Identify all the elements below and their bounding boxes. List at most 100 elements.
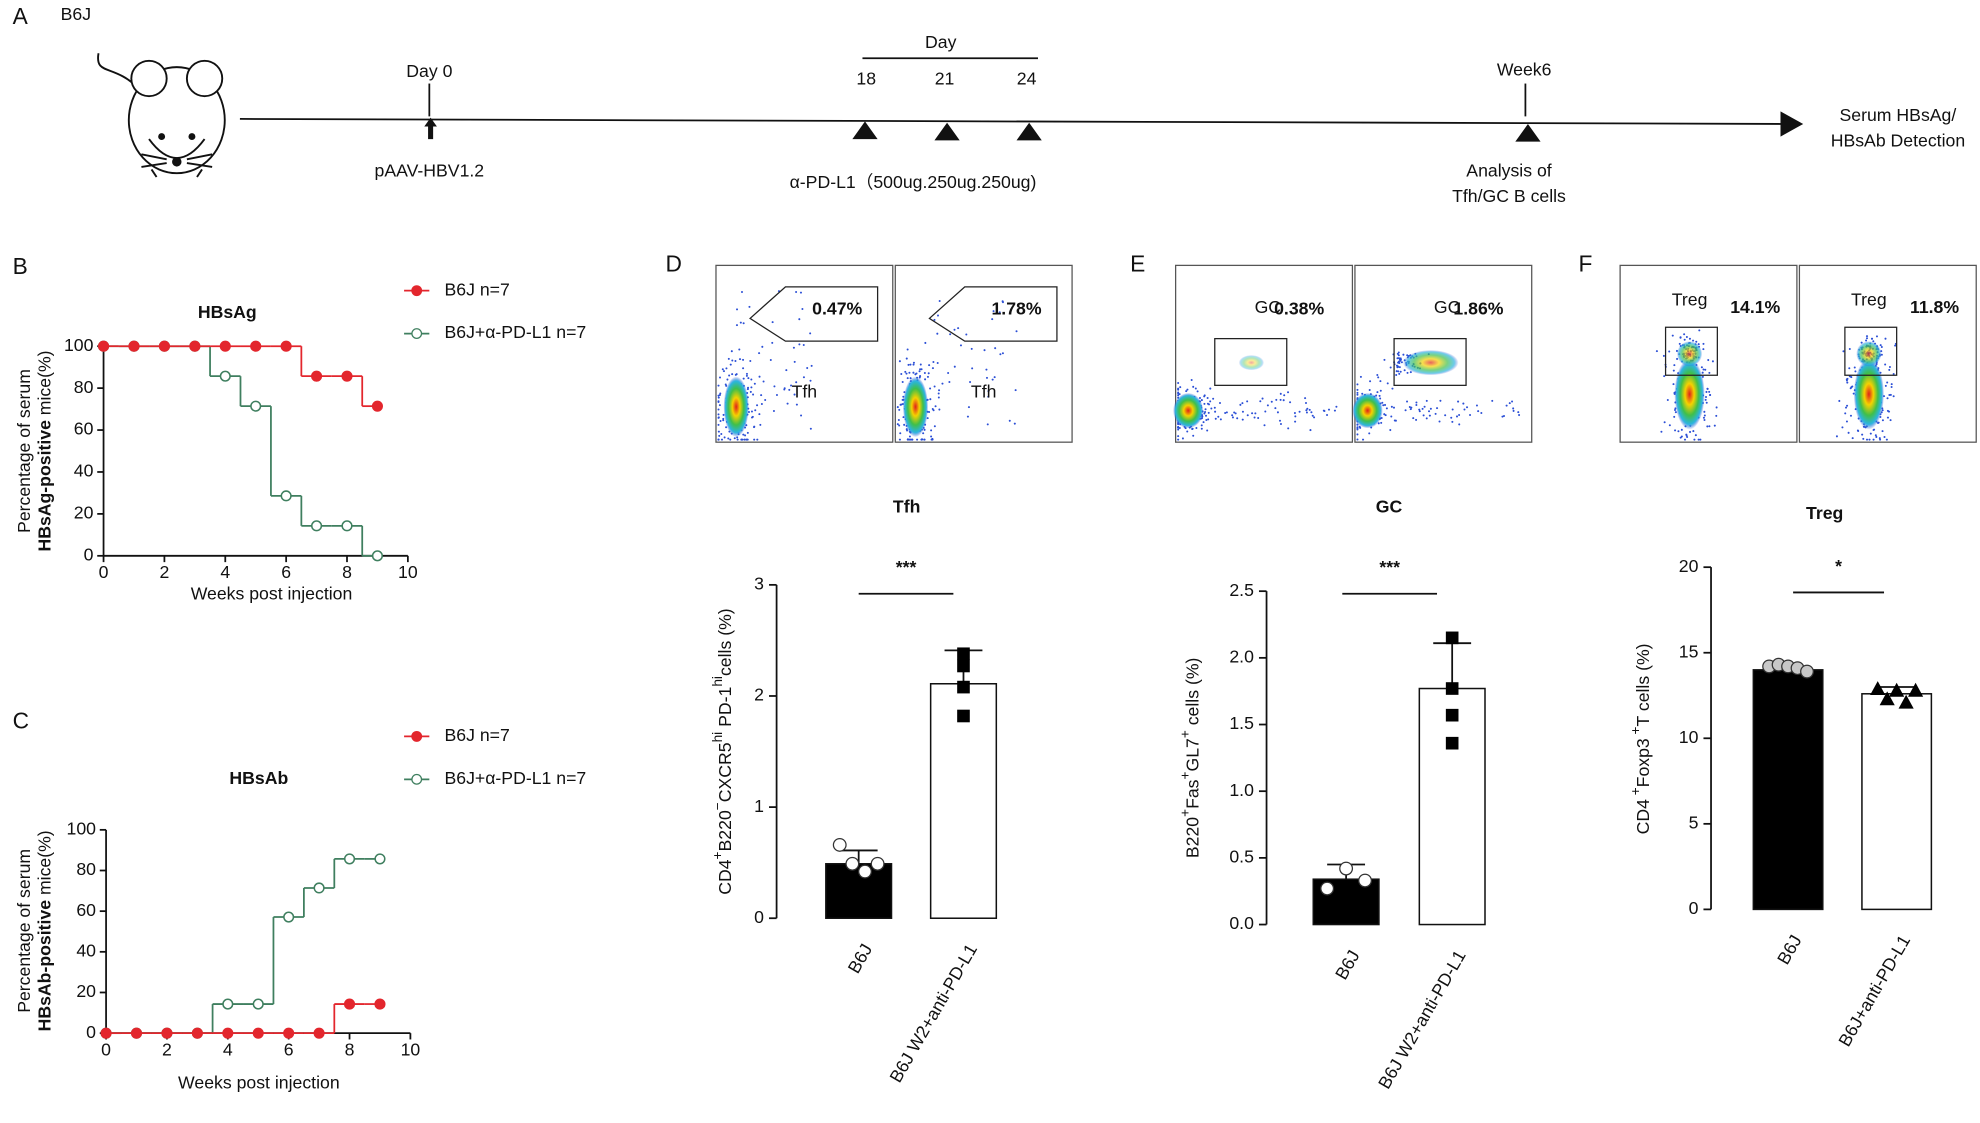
data-point xyxy=(1879,691,1895,706)
flow-dot xyxy=(793,393,796,396)
axis-label: HBsAb-positive mice(%) xyxy=(34,830,54,1031)
flow-dot xyxy=(1404,409,1407,412)
flow-dot xyxy=(1428,414,1431,417)
flow-dot xyxy=(1356,391,1359,394)
flow-dot xyxy=(1705,390,1708,393)
flow-dot xyxy=(1880,346,1883,349)
flow-dot xyxy=(742,358,745,361)
flow-dot xyxy=(1406,400,1409,403)
bar xyxy=(1861,693,1933,911)
flow-dot xyxy=(1241,410,1244,413)
flow-dot xyxy=(1293,412,1296,415)
flow-dot xyxy=(1289,401,1292,404)
data-point xyxy=(1870,681,1886,695)
gate-percentage: 0.47% xyxy=(812,298,862,318)
flow-dot xyxy=(723,436,726,439)
flow-dot xyxy=(738,348,741,351)
flow-dot xyxy=(1450,416,1453,419)
flow-dot xyxy=(1655,350,1658,353)
flow-dot xyxy=(1385,407,1388,410)
panel-label: F xyxy=(1578,250,1592,276)
flow-dot xyxy=(1396,357,1399,360)
flow-dot xyxy=(1399,370,1402,373)
flow-dot xyxy=(792,346,795,349)
flow-dot xyxy=(1177,381,1180,384)
label-part: cells (%) xyxy=(1182,658,1202,731)
flow-dot xyxy=(718,394,721,397)
flow-dot xyxy=(1207,403,1211,406)
label-part: hi xyxy=(710,676,725,687)
point xyxy=(222,998,234,1010)
legend-marker xyxy=(411,730,423,742)
flow-dot xyxy=(1668,350,1671,353)
flow-dot xyxy=(1392,406,1395,409)
data-point xyxy=(1898,694,1914,709)
flow-dot xyxy=(936,332,939,335)
label-part: + xyxy=(710,851,725,859)
flow-dot xyxy=(1327,408,1331,411)
flow-dot xyxy=(1708,371,1711,374)
flow-dot xyxy=(1279,392,1282,395)
flow-dot xyxy=(953,328,956,331)
flow-dot xyxy=(1013,422,1016,425)
flow-dot xyxy=(1218,401,1222,405)
flow-core xyxy=(1856,341,1882,367)
data-point xyxy=(957,680,970,694)
flow-dot xyxy=(1185,390,1188,393)
gate-percentage: 1.78% xyxy=(991,298,1041,318)
flow-dot xyxy=(1841,426,1844,429)
flow-dot xyxy=(949,333,952,336)
flow-dot xyxy=(1477,410,1480,413)
flow-dot xyxy=(1177,394,1180,397)
chart-title: HBsAg xyxy=(198,302,257,322)
flow-dot xyxy=(1688,337,1691,340)
flow-dot xyxy=(1512,409,1515,412)
flow-dot xyxy=(1179,386,1182,389)
x-tick-label: 6 xyxy=(284,1039,294,1059)
flow-dot xyxy=(929,387,932,390)
flow-dot xyxy=(1865,335,1869,338)
injection-arrow xyxy=(424,117,437,140)
flow-dot xyxy=(1692,430,1695,433)
gate xyxy=(1664,326,1718,376)
flow-dot xyxy=(1429,407,1432,410)
flow-dot xyxy=(1666,398,1669,401)
flow-dot xyxy=(1264,410,1267,413)
flow-dot xyxy=(1015,330,1018,333)
flow-dot xyxy=(1383,358,1386,361)
flow-dot xyxy=(918,370,921,373)
flow-dot xyxy=(1694,434,1697,437)
x-tick-label: 10 xyxy=(401,1039,421,1059)
flow-dot xyxy=(1304,397,1307,400)
flow-dot xyxy=(717,423,720,426)
flow-dot xyxy=(1672,383,1675,386)
flow-dot xyxy=(915,372,918,375)
point xyxy=(371,400,383,412)
flow-dot xyxy=(1326,413,1329,417)
flow-dot xyxy=(736,308,739,311)
label-part: PD-1 xyxy=(715,687,735,732)
flow-dot xyxy=(729,363,732,366)
flow-dot xyxy=(912,371,915,374)
flow-dot xyxy=(717,416,720,419)
point xyxy=(311,370,323,382)
flow-dot xyxy=(1210,407,1213,410)
point xyxy=(128,340,140,352)
gate-percentage: 11.8% xyxy=(1910,297,1959,317)
flow-dot xyxy=(1457,400,1460,403)
label-part: HBsAb-positive xyxy=(34,900,54,1032)
y-tick-label: 100 xyxy=(64,335,94,355)
flow-dot xyxy=(1713,424,1716,427)
y-tick-label: 10 xyxy=(1679,727,1699,747)
x-tick-label: 0 xyxy=(101,1039,111,1059)
flow-dot xyxy=(1408,406,1411,409)
flow-dot xyxy=(727,357,730,360)
flow-core xyxy=(1402,349,1459,376)
flow-dot xyxy=(719,419,722,423)
flow-dot xyxy=(1279,422,1282,425)
flow-dot xyxy=(1203,402,1206,405)
flow-dot xyxy=(753,438,756,441)
flow-dot xyxy=(1673,415,1676,418)
flow-dot xyxy=(1715,414,1718,417)
label-part: mice(%) xyxy=(34,830,54,900)
